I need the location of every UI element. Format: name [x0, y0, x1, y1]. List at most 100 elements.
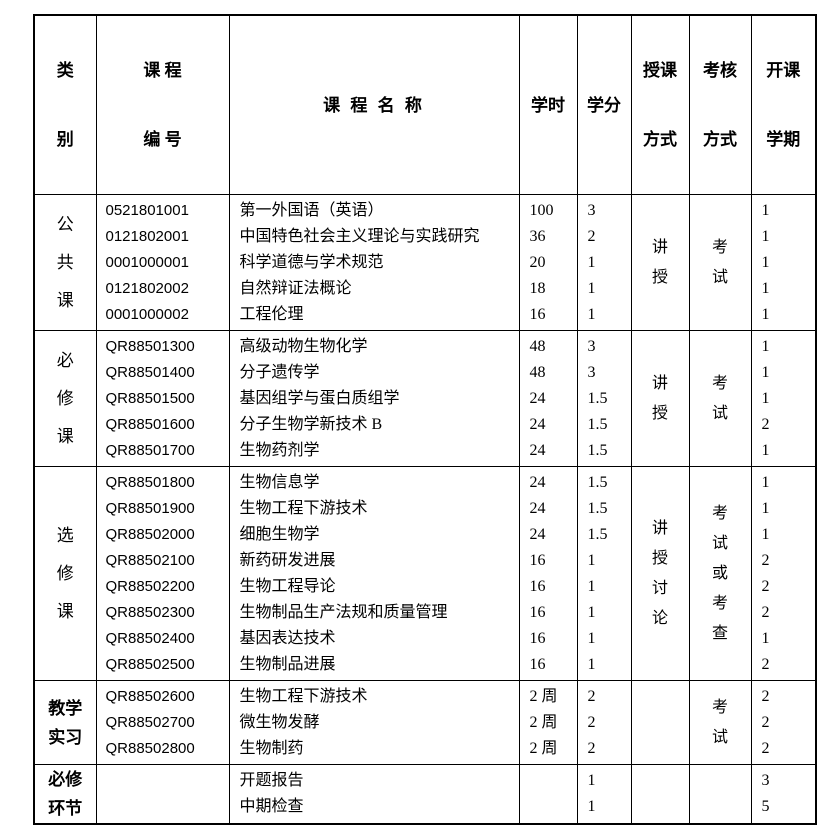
course-name: 生物制品进展 [239, 656, 336, 673]
assessment-method-label-char: 查 [711, 624, 728, 642]
course-code: QR88502300 [105, 604, 195, 621]
category-label-char: 教学 [48, 698, 83, 718]
course-hours: 16 [529, 578, 546, 595]
course-name: 生物工程下游技术 [239, 688, 368, 705]
teaching-method-label-char: 论 [651, 609, 668, 627]
course-code: QR88501400 [105, 364, 195, 381]
course-code: QR88502400 [105, 630, 195, 647]
category-label-char: 必 [56, 350, 74, 370]
course-credits: 2 [587, 688, 596, 705]
category-label-char: 必修 [48, 770, 83, 789]
header-teaching-line2: 方式 [643, 130, 677, 149]
course-hours: 2 周 [529, 688, 558, 705]
course-code [97, 794, 228, 820]
course-name: 自然辩证法概论 [239, 280, 352, 297]
course-semester: 2 [761, 688, 770, 705]
hours-cell: 2 周 2 周 2 周 [518, 680, 578, 765]
assessment-method-label-char: 试 [711, 728, 728, 746]
course-hours [520, 768, 576, 794]
course-hours: 24 [529, 474, 546, 491]
course-code: QR88502100 [105, 552, 195, 569]
assessment-method-cell: 考试或考查 [688, 466, 752, 681]
course-code: 0121802002 [105, 280, 189, 297]
course-hours: 36 [529, 228, 546, 245]
course-name: 微生物发酵 [239, 714, 320, 731]
teaching-method-cell: 讲授 [630, 194, 690, 331]
header-credits: 学分 [576, 14, 632, 195]
category-label-char: 修 [56, 563, 74, 583]
course-hours [520, 794, 576, 820]
table-body: 公共课 0521801001 0121802001 0001000001 0121802… [33, 194, 817, 825]
course-semester: 2 [761, 740, 770, 757]
course-hours: 24 [529, 526, 546, 543]
course-name: 中国特色社会主义理论与实践研究 [239, 228, 480, 245]
teaching-method-label-char: 讲 [651, 519, 668, 537]
assessment-method-label-char: 考 [711, 238, 728, 256]
course-credits: 1 [587, 254, 596, 271]
course-hours: 24 [529, 416, 546, 433]
teaching-method-label-char: 讲 [651, 238, 668, 256]
curriculum-table: 类 别 课 程 编 号 课 程 名 称 学时 学分 授课 方式 考核 方 [33, 14, 817, 825]
course-credits: 1.5 [587, 442, 608, 459]
course-credits: 1.5 [587, 500, 608, 517]
category-label-char: 课 [56, 290, 74, 310]
course-name: 生物药剂学 [239, 442, 320, 459]
course-name: 分子生物学新技术 B [239, 416, 383, 433]
course-hours: 16 [529, 656, 546, 673]
header-teaching: 授课 方式 [630, 14, 690, 195]
course-semester: 5 [761, 798, 770, 815]
course-name-cell: 生物工程下游技术 微生物发酵生物制药 [228, 680, 520, 765]
assessment-method-label-char: 试 [711, 268, 728, 286]
course-credits: 3 [587, 202, 596, 219]
course-code: QR88501600 [105, 416, 195, 433]
course-name: 生物制药 [239, 740, 304, 757]
course-name: 基因组学与蛋白质组学 [239, 390, 400, 407]
category-cell: 必修 环节 [33, 764, 97, 825]
course-semester: 1 [761, 364, 770, 381]
assessment-method-label: 考试或考查 [690, 499, 750, 649]
course-credits: 1 [587, 306, 596, 323]
section-row-1: 必修课 QR88501300 QR88501400 QR88501500 QR88501… [33, 330, 817, 467]
course-code: QR88501300 [105, 338, 195, 355]
course-credits: 2 [587, 228, 596, 245]
header-hours: 学时 [518, 14, 578, 195]
course-code-cell: QR88501300 QR88501400 QR88501500 QR88501600… [95, 330, 230, 467]
course-code: 0121802001 [105, 228, 189, 245]
course-code: QR88502800 [105, 740, 195, 757]
course-name: 生物信息学 [239, 474, 320, 491]
course-hours: 16 [529, 306, 546, 323]
course-semester: 1 [761, 306, 770, 323]
credits-cell: 3 2 1 1 1 [576, 194, 632, 331]
course-semester: 2 [761, 416, 770, 433]
semester-cell: 1 1 1 1 1 [750, 194, 817, 331]
assessment-method-label-char: 考 [711, 594, 728, 612]
assessment-method-label: 考试 [690, 369, 750, 429]
course-hours: 24 [529, 390, 546, 407]
header-course-name: 课 程 名 称 [228, 14, 520, 195]
course-hours: 16 [529, 604, 546, 621]
category-label-char: 环节 [48, 799, 83, 818]
course-credits: 1.5 [587, 474, 608, 491]
course-semester: 2 [761, 714, 770, 731]
header-hours-text: 学时 [531, 95, 565, 115]
teaching-method-label: 讲授讨论 [632, 514, 688, 634]
semester-cell: 1 1 1 2 2 2 1 2 [750, 466, 817, 681]
header-category: 类 别 [33, 14, 97, 195]
course-hours: 18 [529, 280, 546, 297]
category-label-char: 共 [56, 252, 74, 272]
course-semester: 1 [761, 442, 770, 459]
hours-cell: 24 24 24 16 16 16 16 16 [518, 466, 578, 681]
course-credits: 1 [587, 578, 596, 595]
header-row: 类 别 课 程 编 号 课 程 名 称 学时 学分 授课 方式 考核 方 [33, 14, 817, 195]
course-semester: 1 [761, 338, 770, 355]
category-label-char: 课 [56, 601, 74, 621]
assessment-method-label-char: 考 [711, 698, 728, 716]
category-cell: 必修课 [33, 330, 97, 467]
course-semester: 3 [761, 772, 770, 789]
course-code: QR88501500 [105, 390, 195, 407]
course-code: QR88501700 [105, 442, 195, 459]
course-code [97, 768, 228, 794]
course-name: 第一外国语（英语） [239, 202, 384, 219]
course-credits: 1 [587, 604, 596, 621]
course-code: 0001000001 [105, 254, 189, 271]
